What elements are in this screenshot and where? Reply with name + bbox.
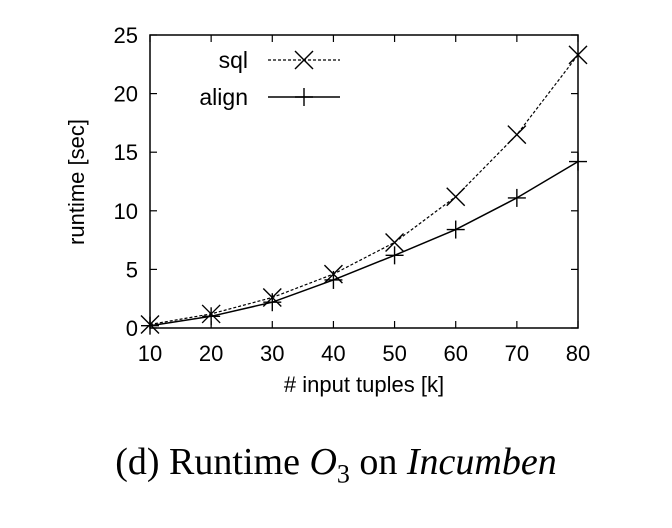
series-layer — [140, 45, 588, 335]
data-point-align — [507, 188, 526, 207]
data-point-sql — [385, 232, 405, 252]
y-tick-label: 25 — [114, 23, 138, 48]
x-tick-label: 80 — [566, 341, 590, 366]
x-tick-label: 60 — [443, 341, 467, 366]
data-point-align — [202, 307, 221, 326]
runtime-chart: 10 20 30 40 50 60 70 80 0 5 10 15 20 25 # input tupl… — [64, 23, 590, 397]
y-tick-label: 15 — [114, 140, 138, 165]
legend-marker-sql — [294, 50, 314, 70]
data-point-align — [324, 270, 343, 289]
x-tick-label: 40 — [321, 341, 345, 366]
caption-math-symbol: O3 — [309, 441, 350, 489]
legend-marker-align — [295, 88, 313, 106]
data-point-sql — [507, 125, 527, 145]
x-tick-label: 50 — [382, 341, 406, 366]
legend-label-sql: sql — [219, 47, 248, 73]
x-tick-labels: 10 20 30 40 50 60 70 80 — [138, 341, 590, 366]
legend: sql align — [199, 47, 340, 110]
x-axis-label: # input tuples [k] — [284, 372, 444, 397]
axis-ticks — [149, 34, 579, 329]
x-tick-label: 10 — [138, 341, 162, 366]
y-tick-label: 20 — [114, 82, 138, 107]
caption-dataset: Incumben — [406, 441, 557, 483]
data-point-sql — [446, 187, 466, 207]
series-line-sql — [149, 54, 579, 326]
caption-middle: on — [349, 441, 407, 483]
data-point-sql — [568, 45, 588, 65]
plot-frame — [149, 34, 579, 329]
data-point-align — [446, 220, 465, 239]
caption-prefix: (d) Runtime — [115, 441, 310, 483]
caption-math-subscript: 3 — [336, 459, 350, 489]
data-point-align — [569, 152, 587, 171]
figure-caption: (d) Runtime O3 on Incumben — [0, 440, 672, 490]
y-axis-label: runtime [sec] — [64, 119, 89, 245]
series-line-align — [149, 160, 579, 327]
x-tick-label: 20 — [199, 341, 223, 366]
x-tick-label: 30 — [260, 341, 284, 366]
legend-label-align: align — [199, 84, 248, 110]
data-point-align — [385, 246, 404, 265]
y-tick-label: 5 — [126, 257, 138, 282]
x-tick-label: 70 — [505, 341, 529, 366]
y-tick-label: 10 — [114, 199, 138, 224]
y-tick-label: 0 — [126, 316, 138, 341]
data-point-align — [141, 316, 159, 335]
data-point-align — [263, 293, 282, 312]
y-tick-labels: 0 5 10 15 20 25 — [114, 23, 138, 341]
